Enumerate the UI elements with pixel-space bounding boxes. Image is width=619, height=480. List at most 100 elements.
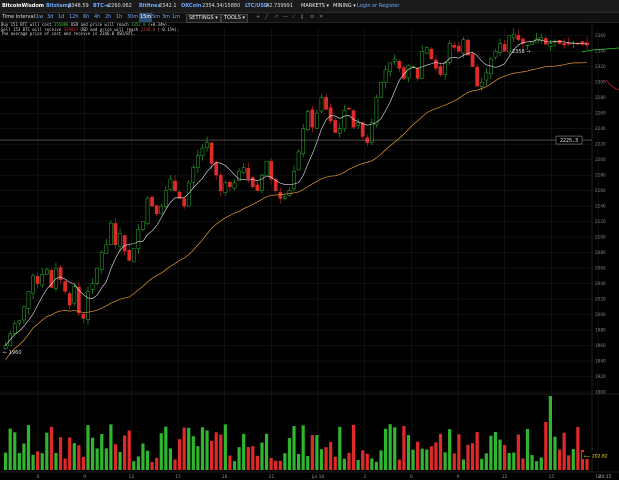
price-tick-label: 2320 — [595, 64, 606, 69]
delete-icon[interactable]: ✕ — [319, 14, 324, 20]
candle-body — [186, 182, 191, 207]
interval-1w[interactable]: 1w — [36, 14, 44, 20]
crosshair-price-label: 2225.3 — [560, 138, 578, 144]
candle-body — [548, 43, 553, 47]
price-tick-label: 2360 — [595, 33, 606, 38]
interval-6h[interactable]: 6h — [83, 14, 90, 20]
market-bitfinex[interactable]: Bitfinex — [139, 3, 161, 9]
candle-body — [502, 43, 507, 52]
interval-1m[interactable]: 1m — [172, 14, 181, 20]
volume-bar — [177, 439, 182, 470]
candle-body — [461, 39, 466, 54]
volume-bar — [45, 432, 49, 470]
settings-button[interactable]: SETTINGS ▾ — [186, 14, 221, 23]
candle-body — [168, 178, 173, 190]
volume-bar — [333, 456, 337, 470]
interval-2h[interactable]: 2h — [105, 14, 112, 20]
volume-bar — [553, 436, 557, 470]
candle-body — [191, 167, 196, 183]
channel-icon[interactable]: ∥ — [301, 14, 304, 20]
candle-body — [209, 142, 214, 164]
candle-body — [255, 184, 260, 191]
time-tick-label: 15 — [175, 474, 181, 480]
volume-bar — [26, 425, 31, 470]
candle-body — [498, 43, 502, 54]
volume-bar — [155, 457, 159, 470]
market-okcoin[interactable]: OKCoin — [181, 3, 202, 9]
candle-body — [443, 62, 447, 75]
volume-bar — [530, 455, 534, 470]
price-tick-label: 2140 — [595, 204, 606, 209]
volume-bar — [420, 448, 424, 470]
candle-body — [580, 41, 585, 45]
price-tick-label: 2280 — [595, 95, 606, 100]
interval-15m[interactable]: 15m — [139, 13, 153, 22]
candle-body — [95, 267, 100, 284]
volume-bar — [507, 452, 511, 470]
site-logo[interactable]: BitcoinWisdom — [2, 3, 45, 9]
candle-body — [122, 235, 127, 252]
grid-lines — [0, 28, 599, 470]
candle-body — [292, 171, 296, 190]
market-ltcusd[interactable]: LTC/USD — [245, 3, 269, 9]
market-btce[interactable]: BTC-e — [93, 3, 110, 9]
line-icon[interactable]: ╱ — [265, 14, 269, 20]
candle-body — [113, 223, 118, 246]
interval-12h[interactable]: 12h — [69, 14, 79, 20]
time-tick-label: 21 — [268, 474, 274, 480]
volume-bar — [319, 449, 324, 470]
interval-1h[interactable]: 1h — [116, 14, 123, 20]
volume-bar — [535, 461, 539, 470]
volume-bars — [4, 396, 589, 470]
interval-1d[interactable]: 1d — [58, 14, 65, 20]
volume-bar — [557, 449, 562, 470]
market-bitstamp[interactable]: Bitstamp — [46, 3, 72, 9]
candle-body — [360, 122, 365, 137]
interval-3m[interactable]: 3m — [162, 14, 171, 20]
candle-body — [35, 275, 40, 284]
candle-body — [429, 48, 434, 60]
candle-body — [466, 39, 470, 56]
volume-bar — [264, 433, 269, 470]
price-tick-label: 2200 — [595, 157, 606, 162]
volume-bar — [365, 453, 369, 470]
candle-body — [228, 181, 232, 188]
interval-4h[interactable]: 4h — [94, 14, 101, 20]
interval-3d[interactable]: 3d — [47, 14, 54, 20]
candle-body — [484, 72, 489, 81]
volume-bar — [54, 453, 58, 470]
tools-button[interactable]: TOOLS ▾ — [221, 14, 248, 23]
candle-body — [388, 62, 393, 72]
mining-menu[interactable]: MINING ▾ — [333, 3, 356, 9]
price-tick-label: 2260 — [595, 111, 606, 116]
candle-body — [154, 205, 159, 215]
candle-body — [493, 50, 498, 58]
fibonacci-icon[interactable]: ≡ — [310, 14, 315, 20]
candle-body — [420, 50, 425, 79]
trend-icon[interactable]: ⟋ — [292, 14, 296, 20]
interval-5m[interactable]: 5m — [152, 14, 161, 20]
ray-icon[interactable]: ↗ — [274, 14, 279, 20]
login-link[interactable]: Login or Register — [357, 3, 400, 9]
candle-body — [351, 110, 356, 128]
candle-body — [196, 155, 200, 168]
volume-bar — [388, 424, 392, 470]
markets-menu[interactable]: MARKETS ▾ — [301, 3, 329, 9]
volume-bar — [228, 455, 232, 470]
cursor-icon[interactable]: + — [256, 14, 261, 20]
volume-bar — [448, 429, 452, 470]
candle-body — [44, 269, 49, 275]
horizontal-line-icon[interactable]: — — [283, 14, 288, 20]
candle-body — [479, 81, 484, 87]
interval-30m[interactable]: 30m — [127, 14, 139, 20]
time-tick-label: 6 — [37, 474, 40, 480]
volume-bar — [297, 454, 301, 470]
candle-body — [177, 191, 182, 199]
candle-body — [200, 147, 205, 157]
volume-bar — [585, 454, 589, 470]
candle-body — [337, 128, 342, 134]
candle-body — [127, 250, 132, 261]
price-tick-label: 1900 — [595, 390, 606, 395]
volume-bar — [475, 432, 479, 470]
